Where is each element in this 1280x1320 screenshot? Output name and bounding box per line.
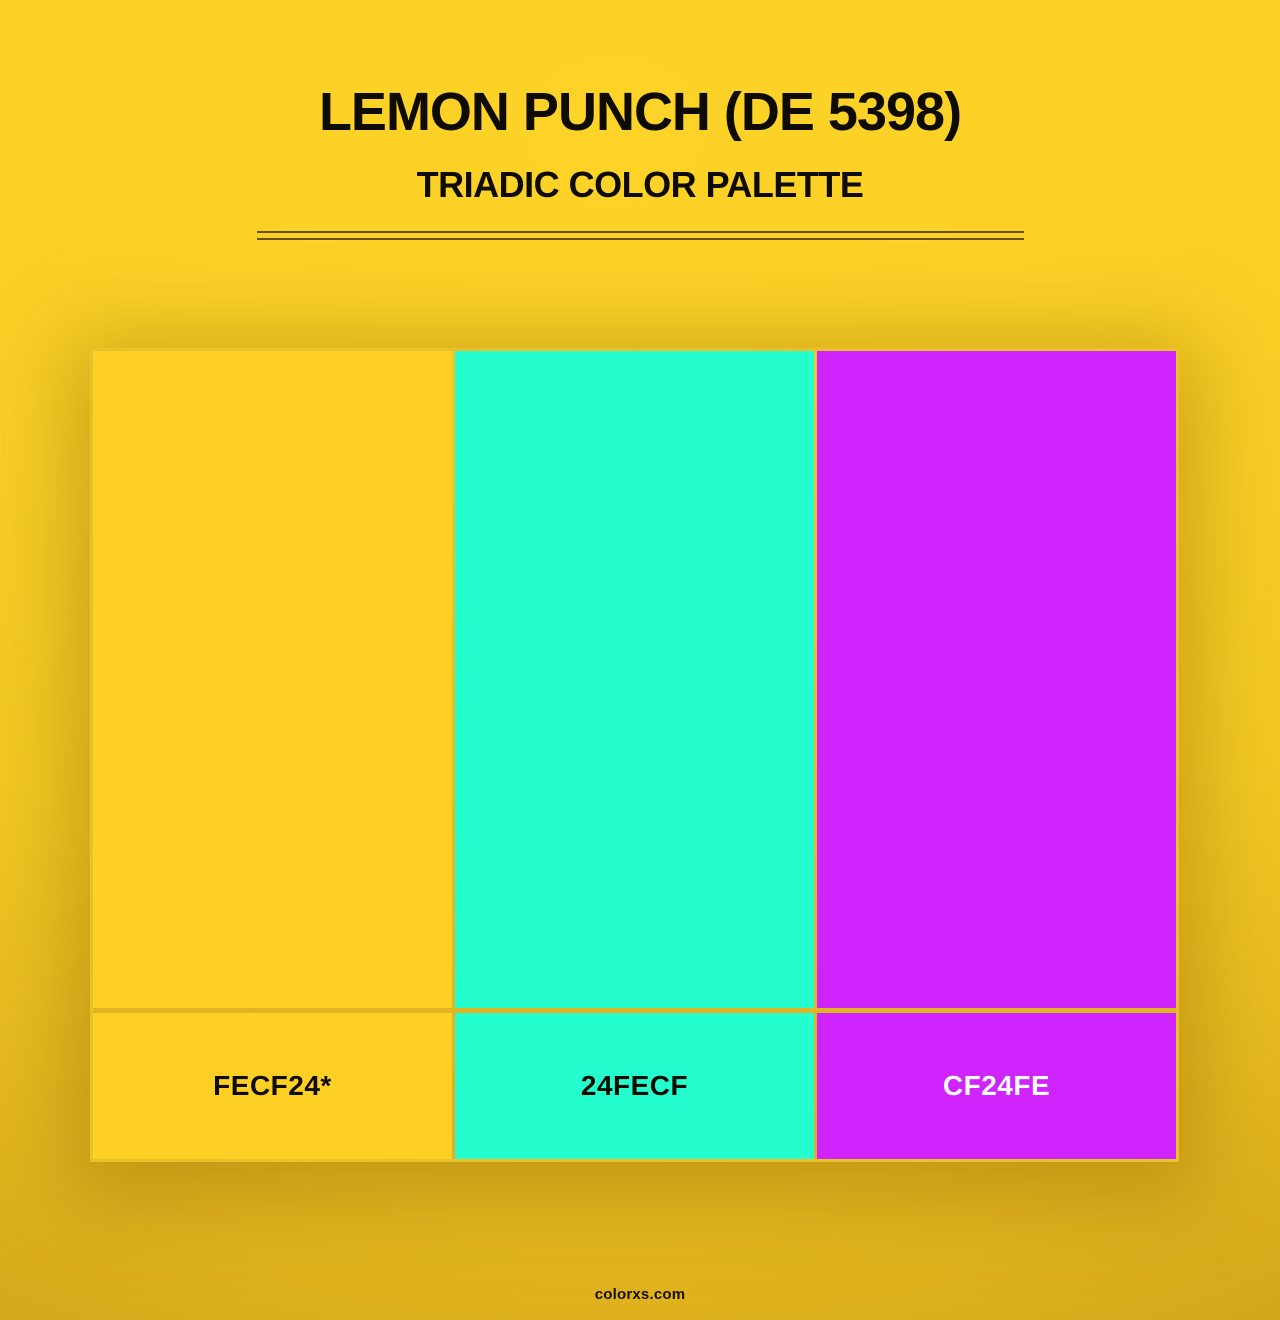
color-swatch-triadic-1 [455, 351, 814, 1008]
header-divider [257, 231, 1024, 240]
color-swatch-base [93, 351, 452, 1008]
page-title: LEMON PUNCH (DE 5398) [318, 82, 962, 142]
hex-label-triadic-1: 24FECF [580, 1070, 689, 1101]
hex-label-base: FECF24* [213, 1070, 332, 1101]
hex-label-cell-base: FECF24* [93, 1013, 452, 1159]
color-swatch-triadic-2 [817, 351, 1176, 1008]
hex-label-cell-triadic-1: 24FECF [455, 1013, 814, 1159]
hex-label-cell-triadic-2: CF24FE [817, 1013, 1176, 1159]
palette-panel: FECF24* 24FECF CF24FE [90, 348, 1179, 1162]
watermark-text: colorxs.com [594, 1286, 686, 1303]
hex-label-triadic-2: CF24FE [942, 1070, 1051, 1101]
page-subtitle: TRIADIC COLOR PALETTE [416, 164, 864, 205]
